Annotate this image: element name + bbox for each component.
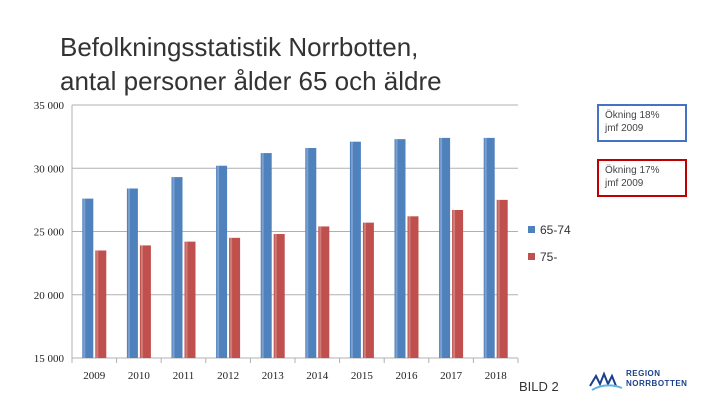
bar-65-74-2015 xyxy=(349,141,361,358)
bar-highlight-75-plus-2010 xyxy=(140,245,143,358)
bar-65-74-2012 xyxy=(216,165,228,358)
bar-highlight-65-74-2012 xyxy=(217,165,220,358)
bar-75-plus-2017 xyxy=(452,209,464,358)
bar-75-plus-2009 xyxy=(95,250,107,358)
region-norrbotten-logo: REGION NORRBOTTEN xyxy=(588,364,703,394)
x-tick-label-2017: 2017 xyxy=(440,370,463,382)
callout-increase-75-plus: Ökning 17% jmf 2009 xyxy=(597,159,687,197)
y-tick-label-30000: 30 000 xyxy=(34,163,65,175)
bar-highlight-75-plus-2017 xyxy=(453,209,456,358)
bar-65-74-2013 xyxy=(260,153,272,358)
bar-75-plus-2011 xyxy=(184,241,196,358)
bar-highlight-75-plus-2018 xyxy=(497,199,500,358)
legend-item-65-74: 65-74 xyxy=(528,223,571,250)
x-tick-label-2016: 2016 xyxy=(396,370,419,382)
bar-highlight-65-74-2013 xyxy=(261,153,264,358)
callout-2-line-2: jmf 2009 xyxy=(605,178,644,189)
slide-label: BILD 2 xyxy=(519,379,559,394)
x-tick-label-2012: 2012 xyxy=(217,370,239,382)
chart-legend: 65-74 75- xyxy=(528,223,571,277)
bar-highlight-75-plus-2012 xyxy=(230,237,233,358)
bar-65-74-2017 xyxy=(439,137,451,358)
x-tick-label-2015: 2015 xyxy=(351,370,374,382)
y-tick-label-20000: 20 000 xyxy=(34,290,65,302)
callout-2-line-1: Ökning 17% xyxy=(605,165,660,176)
legend-item-75-plus: 75- xyxy=(528,250,571,277)
bar-highlight-75-plus-2009 xyxy=(96,250,99,358)
bar-highlight-75-plus-2014 xyxy=(319,226,322,358)
bar-highlight-65-74-2010 xyxy=(127,188,130,358)
y-tick-label-35000: 35 000 xyxy=(34,100,65,112)
x-tick-label-2014: 2014 xyxy=(306,370,329,382)
callout-increase-65-74: Ökning 18% jmf 2009 xyxy=(597,104,687,142)
bar-75-plus-2018 xyxy=(496,199,508,358)
bar-highlight-75-plus-2013 xyxy=(274,234,277,358)
legend-label-75-plus: 75- xyxy=(540,250,558,264)
bar-highlight-75-plus-2011 xyxy=(185,241,188,358)
bar-65-74-2016 xyxy=(394,139,406,358)
bar-65-74-2014 xyxy=(305,148,317,358)
y-tick-label-15000: 15 000 xyxy=(34,353,65,365)
bar-65-74-2011 xyxy=(171,177,183,358)
legend-swatch-75-plus xyxy=(528,253,535,260)
chart-title-line-1: Befolkningsstatistik Norrbotten, xyxy=(60,32,419,62)
bar-highlight-75-plus-2015 xyxy=(363,222,366,358)
bar-65-74-2009 xyxy=(82,198,94,358)
bar-65-74-2018 xyxy=(483,137,495,358)
legend-label-65-74: 65-74 xyxy=(540,223,571,237)
chart-title: Befolkningsstatistik Norrbotten, antal p… xyxy=(60,30,620,98)
x-tick-label-2011: 2011 xyxy=(173,370,195,382)
bar-75-plus-2013 xyxy=(273,234,285,358)
y-tick-label-25000: 25 000 xyxy=(34,227,65,239)
chart-title-line-2: antal personer ålder 65 och äldre xyxy=(60,66,442,96)
bar-highlight-75-plus-2016 xyxy=(408,216,411,358)
logo-line-1: REGION xyxy=(626,369,661,378)
bar-highlight-65-74-2018 xyxy=(484,137,487,358)
x-tick-label-2013: 2013 xyxy=(262,370,285,382)
bar-75-plus-2010 xyxy=(139,245,151,358)
bar-highlight-65-74-2011 xyxy=(172,177,175,358)
logo-line-2: NORRBOTTEN xyxy=(626,379,688,388)
logo-wave-icon xyxy=(589,371,623,391)
x-tick-label-2010: 2010 xyxy=(128,370,151,382)
x-tick-label-2009: 2009 xyxy=(83,370,106,382)
bar-highlight-65-74-2009 xyxy=(83,198,86,358)
bar-75-plus-2012 xyxy=(229,237,241,358)
bar-highlight-65-74-2014 xyxy=(306,148,309,358)
legend-swatch-65-74 xyxy=(528,226,535,233)
bar-75-plus-2014 xyxy=(318,226,330,358)
bar-75-plus-2016 xyxy=(407,216,419,358)
bar-65-74-2010 xyxy=(126,188,138,358)
callout-1-line-1: Ökning 18% xyxy=(605,110,660,121)
bar-highlight-65-74-2016 xyxy=(395,139,398,358)
bar-highlight-65-74-2015 xyxy=(350,141,353,358)
bar-75-plus-2015 xyxy=(362,222,374,358)
x-tick-label-2018: 2018 xyxy=(485,370,508,382)
callout-1-line-2: jmf 2009 xyxy=(605,123,644,134)
bar-highlight-65-74-2017 xyxy=(440,137,443,358)
